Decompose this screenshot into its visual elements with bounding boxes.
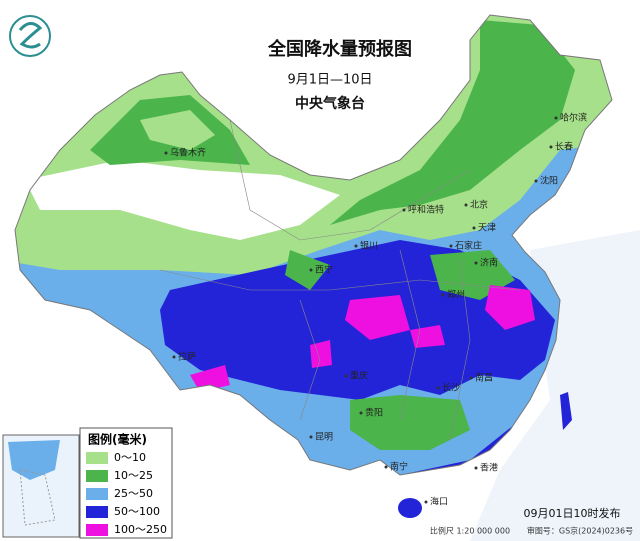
city-label: 长春 bbox=[555, 141, 573, 153]
city-dot bbox=[474, 466, 478, 470]
inset-map bbox=[2, 434, 80, 538]
city-dot bbox=[402, 208, 406, 212]
city-label: 西宁 bbox=[315, 264, 333, 276]
logo bbox=[9, 15, 51, 57]
city-label: 石家庄 bbox=[455, 240, 482, 252]
legend-swatch bbox=[86, 506, 108, 518]
legend-label: 25～50 bbox=[114, 487, 153, 500]
city-label: 海口 bbox=[430, 496, 448, 508]
legend-label: 0～10 bbox=[114, 451, 146, 464]
city-dot bbox=[554, 116, 558, 120]
city-label: 沈阳 bbox=[540, 175, 558, 187]
city-label: 南宁 bbox=[390, 461, 408, 473]
legend-swatch bbox=[86, 524, 108, 536]
issuer: 中央气象台 bbox=[295, 95, 365, 112]
hainan bbox=[398, 498, 422, 518]
city-dot bbox=[424, 500, 428, 504]
legend-swatch bbox=[86, 488, 108, 500]
city-dot bbox=[354, 244, 358, 248]
city-dot bbox=[449, 244, 453, 248]
map-title: 全国降水量预报图 bbox=[267, 38, 412, 60]
city-label: 天津 bbox=[478, 223, 496, 234]
city-dot bbox=[359, 411, 363, 415]
legend-label: 100～250 bbox=[114, 523, 167, 536]
legend-label: 10～25 bbox=[114, 469, 153, 482]
city-label: 郑州 bbox=[447, 289, 465, 301]
legend: 图例(毫米) 0～10 10～25 25～50 50～100 100～250 bbox=[79, 427, 173, 539]
province-lines bbox=[159, 119, 521, 441]
city-label: 哈尔滨 bbox=[560, 112, 587, 124]
city-label: 济南 bbox=[480, 257, 498, 269]
city-dot bbox=[534, 179, 538, 183]
city-label: 呼和浩特 bbox=[408, 204, 444, 216]
sea bbox=[470, 230, 640, 541]
city-dot bbox=[549, 145, 553, 149]
city-dot bbox=[441, 293, 445, 297]
city-label: 拉萨 bbox=[178, 351, 196, 363]
legend-label: 50～100 bbox=[114, 505, 160, 518]
city-dot bbox=[469, 376, 473, 380]
city-dot bbox=[474, 261, 478, 265]
city-dot bbox=[472, 226, 476, 230]
city-dot bbox=[344, 374, 348, 378]
city-dot bbox=[384, 465, 388, 469]
approval-number: 审图号：GS京(2024)0236号 bbox=[527, 526, 633, 536]
city-dot bbox=[309, 268, 313, 272]
issued-time: 09月01日10时发布 bbox=[524, 506, 621, 520]
city-dot bbox=[164, 151, 168, 155]
taiwan bbox=[560, 392, 572, 430]
city-label: 长沙 bbox=[442, 382, 460, 394]
city-label: 乌鲁木齐 bbox=[170, 147, 206, 159]
city-dot bbox=[436, 386, 440, 390]
city-label: 昆明 bbox=[315, 432, 333, 443]
city-label: 南昌 bbox=[475, 372, 493, 384]
city-dot bbox=[172, 355, 176, 359]
city-label: 重庆 bbox=[350, 370, 368, 382]
city-label: 香港 bbox=[480, 462, 498, 474]
date-range: 9月1日—10日 bbox=[287, 73, 372, 88]
city-dot bbox=[464, 203, 468, 207]
legend-swatch bbox=[86, 452, 108, 464]
legend-swatch bbox=[86, 470, 108, 482]
city-dot bbox=[309, 435, 313, 439]
city-label: 贵阳 bbox=[365, 407, 383, 419]
legend-title: 图例(毫米) bbox=[88, 432, 147, 447]
city-label: 银川 bbox=[360, 240, 378, 252]
scale: 比例尺 1:20 000 000 bbox=[430, 526, 510, 536]
city-label: 北京 bbox=[470, 199, 488, 211]
